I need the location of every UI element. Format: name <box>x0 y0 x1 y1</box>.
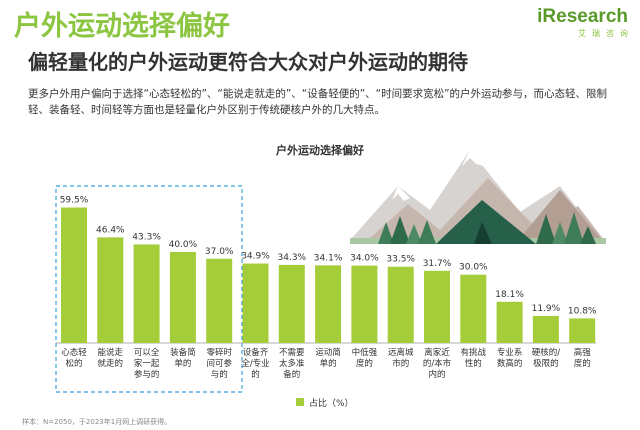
value-label-6: 34.9% <box>241 252 270 262</box>
category-label-1-line-1: 心态轻 <box>61 347 87 358</box>
value-label-15: 10.8% <box>568 306 597 316</box>
category-label-11-line-2: 的/本市 <box>423 358 452 369</box>
legend-label: 占比（%） <box>309 397 354 409</box>
category-label-2-line-2: 就走的 <box>98 358 124 369</box>
value-label-10: 33.5% <box>386 255 415 265</box>
category-label-4-line-2: 单的 <box>174 358 191 369</box>
value-label-9: 34.0% <box>350 254 379 264</box>
value-label-1: 59.5% <box>60 196 89 206</box>
category-label-9-line-1: 中低强 <box>352 347 378 358</box>
logo-sub-text: 艾瑞咨询 <box>578 29 634 38</box>
bar-6 <box>242 263 269 343</box>
tent <box>436 200 536 244</box>
category-label-12-line-2: 性的 <box>465 358 482 369</box>
value-label-3: 43.3% <box>132 232 161 242</box>
category-label-13-line-2: 数高的 <box>497 358 523 369</box>
category-label-10-line-2: 市的 <box>392 358 409 369</box>
category-label-1-line-2: 松的 <box>65 358 82 369</box>
mountain-tent-illustration <box>350 150 606 244</box>
category-label-3-line-3: 参与的 <box>134 369 160 380</box>
category-label-7-line-1: 不需要 <box>279 348 305 358</box>
value-label-4: 40.0% <box>169 240 198 250</box>
bar-3 <box>133 244 160 343</box>
category-label-10-line-1: 远离城 <box>388 347 414 358</box>
bar-1 <box>61 207 87 343</box>
category-label-6-line-2: 全/专业 <box>241 358 269 369</box>
page-description: 更多户外用户偏向于选择“心态轻松的”、“能说走就走的”、“设备轻便的”、“时间要… <box>28 88 608 116</box>
iresearch-logo: iResearch 艾瑞咨询 <box>537 6 628 39</box>
category-labels-group: 心态轻松的能说走就走的可以全家一起参与的装备简单的零碎时间可参与的设备齐全/专业… <box>61 347 591 380</box>
footnote: 样本：N=2050，于2023年1月网上调研获得。 <box>22 418 172 426</box>
bar-13 <box>496 301 523 343</box>
value-label-5: 37.0% <box>205 247 234 257</box>
bar-11 <box>424 270 450 343</box>
category-label-3-line-1: 可以全 <box>134 347 160 358</box>
category-label-6-line-3: 的 <box>251 369 260 380</box>
logo-main-text: iResearch <box>537 6 628 27</box>
legend-swatch <box>296 398 304 406</box>
category-label-13-line-1: 专业系 <box>497 347 523 358</box>
tree-1 <box>378 222 394 244</box>
value-label-14: 11.9% <box>532 304 561 314</box>
chart-title: 户外运动选择偏好 <box>276 143 364 157</box>
category-label-7-line-3: 备的 <box>283 369 300 380</box>
value-label-7: 34.3% <box>278 253 307 263</box>
bar-5 <box>206 258 233 343</box>
category-label-5-line-1: 零碎时 <box>206 347 232 358</box>
value-label-2: 46.4% <box>96 225 125 235</box>
value-label-8: 34.1% <box>314 253 343 263</box>
bar-12 <box>460 274 487 343</box>
category-label-9-line-2: 度的 <box>356 358 373 369</box>
value-label-12: 30.0% <box>459 263 488 273</box>
category-label-2-line-1: 能说走 <box>98 347 124 358</box>
value-labels-group: 59.5% 46.4% 43.3% 40.0% 37.0% 34.9% 34.3% 34.1%… <box>60 196 597 317</box>
bar-2 <box>97 237 124 343</box>
mountain-front-right <box>520 190 600 238</box>
bar-9 <box>351 265 378 343</box>
tree-2 <box>390 216 410 244</box>
bar-14 <box>532 315 559 343</box>
tent-door <box>474 222 492 244</box>
mountain-peak-left <box>392 186 410 201</box>
tree-4 <box>418 220 436 244</box>
category-label-12-line-1: 有挑战 <box>461 347 487 358</box>
tree-6 <box>552 222 568 244</box>
category-label-8-line-1: 运动简 <box>315 347 341 358</box>
bar-15 <box>569 318 596 343</box>
tree-3 <box>406 224 422 244</box>
tree-8 <box>580 226 596 244</box>
category-label-14-line-2: 极限的 <box>533 358 559 369</box>
bar-4 <box>169 251 196 343</box>
category-label-8-line-2: 单的 <box>320 358 337 369</box>
tree-5 <box>536 214 556 244</box>
category-label-15-line-1: 高强 <box>574 347 592 358</box>
category-label-6-line-1: 设备齐 <box>243 347 269 358</box>
bar-7 <box>278 264 305 343</box>
value-label-13: 18.1% <box>495 290 524 300</box>
category-label-14-line-1: 硬核的/ <box>532 347 561 358</box>
highlight-box <box>55 185 243 393</box>
page-title: 户外运动选择偏好 <box>14 11 230 42</box>
bar-10 <box>387 266 414 343</box>
category-label-5-line-2: 间可参 <box>206 358 232 369</box>
mountain-peak-center <box>462 150 484 166</box>
tree-7 <box>564 212 584 244</box>
bars-group <box>61 207 596 343</box>
category-label-3-line-2: 家一起 <box>134 358 160 369</box>
category-label-7-line-2: 太多准 <box>279 358 305 369</box>
value-label-11: 31.7% <box>423 259 452 269</box>
category-label-11-line-3: 内的 <box>428 369 445 380</box>
page-subtitle: 偏轻量化的户外运动更符合大众对户外运动的期待 <box>28 50 468 74</box>
category-label-15-line-2: 度的 <box>574 358 591 369</box>
category-label-4-line-1: 装备简 <box>170 347 196 358</box>
category-label-11-line-1: 离家近 <box>424 347 450 358</box>
category-label-5-line-3: 与的 <box>211 369 228 380</box>
bar-8 <box>315 265 342 343</box>
